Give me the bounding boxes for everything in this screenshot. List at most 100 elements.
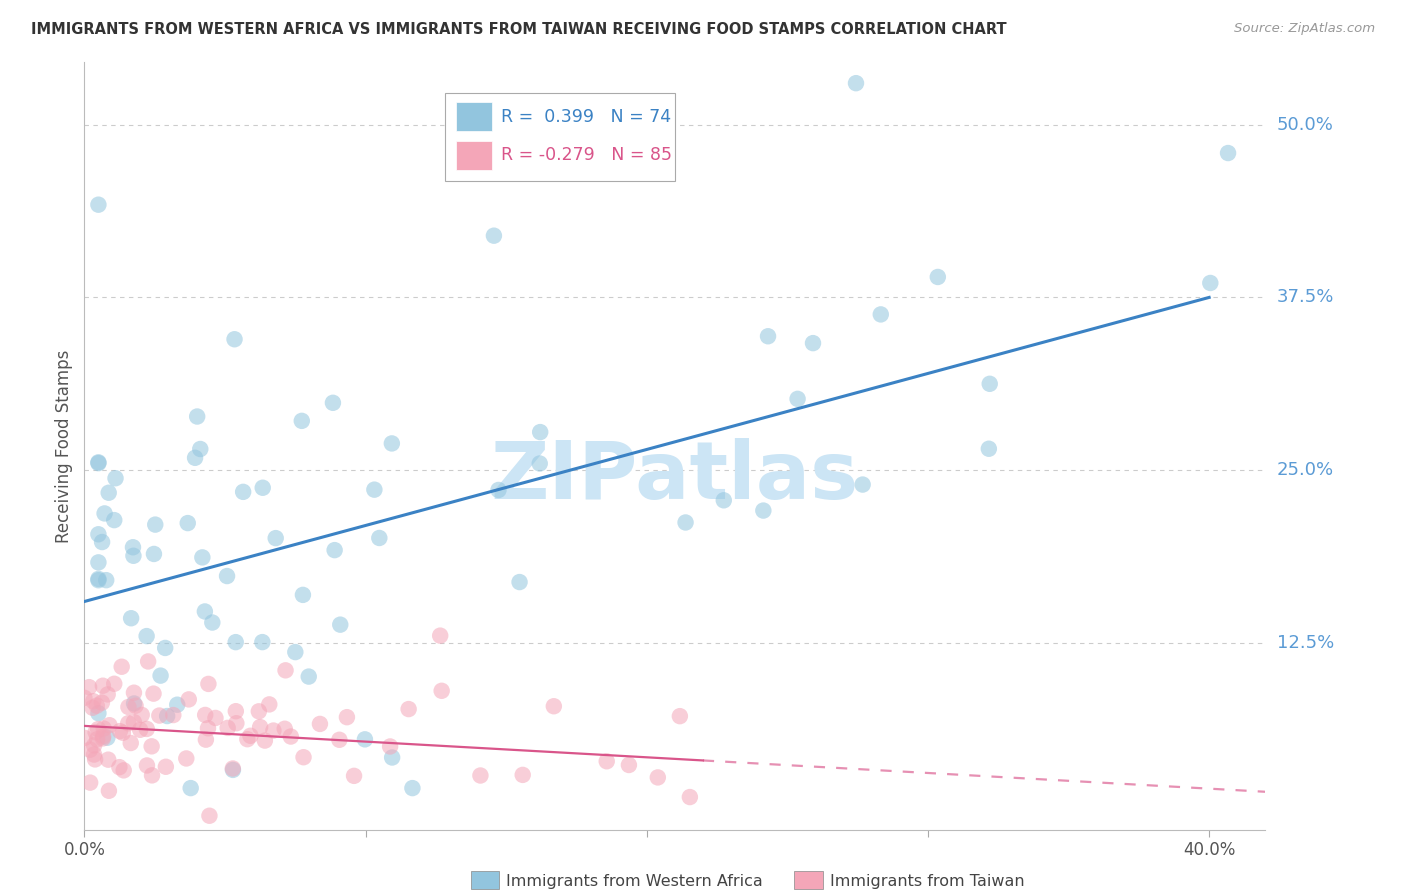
Point [111, 659, 134, 673]
Point [679, 790, 702, 805]
Point [801, 336, 824, 351]
Point [222, 762, 245, 776]
Text: IMMIGRANTS FROM WESTERN AFRICA VS IMMIGRANTS FROM TAIWAN RECEIVING FOOD STAMPS C: IMMIGRANTS FROM WESTERN AFRICA VS IMMIGR… [31, 22, 1007, 37]
Point [122, 697, 145, 711]
Point [79, 742, 101, 756]
Point [87, 572, 110, 586]
Point [73, 690, 96, 705]
Point [97, 687, 120, 701]
Point [143, 517, 166, 532]
Point [713, 493, 735, 508]
Point [166, 698, 188, 712]
Point [97, 485, 120, 500]
Point [845, 76, 868, 90]
Point [752, 503, 775, 517]
Point [292, 750, 315, 764]
Point [93, 722, 115, 736]
Point [262, 723, 284, 738]
Point [274, 722, 297, 736]
Point [122, 715, 145, 730]
Point [87, 555, 110, 569]
Point [979, 376, 1001, 391]
Point [162, 708, 184, 723]
Point [669, 709, 692, 723]
Point [86, 732, 108, 747]
Point [87, 456, 110, 470]
Point [87, 573, 110, 587]
Point [84, 725, 107, 739]
Point [225, 635, 247, 649]
Point [543, 699, 565, 714]
Point [280, 730, 302, 744]
Point [253, 733, 276, 747]
Point [103, 513, 125, 527]
Point [148, 708, 170, 723]
Point [79, 775, 101, 789]
Point [509, 575, 531, 590]
Point [596, 754, 619, 768]
Point [488, 483, 510, 497]
Point [122, 549, 145, 563]
Point [91, 729, 114, 743]
Point [368, 531, 391, 545]
Point [93, 507, 115, 521]
Point [136, 758, 159, 772]
Point [83, 747, 105, 762]
Point [647, 771, 669, 785]
Point [430, 683, 453, 698]
Point [186, 409, 208, 424]
Text: Immigrants from Western Africa: Immigrants from Western Africa [506, 874, 763, 888]
Point [201, 615, 224, 630]
Point [197, 721, 219, 735]
Point [91, 731, 114, 746]
Point [869, 307, 891, 321]
Point [84, 752, 107, 766]
Point [191, 550, 214, 565]
Point [232, 484, 254, 499]
Y-axis label: Receiving Food Stamps: Receiving Food Stamps [55, 350, 73, 542]
Point [96, 731, 118, 745]
Point [188, 442, 211, 456]
Point [217, 721, 239, 735]
Point [97, 784, 120, 798]
Point [135, 722, 157, 736]
Point [259, 698, 281, 712]
Point [298, 670, 321, 684]
Point [87, 527, 110, 541]
Bar [457, 141, 492, 169]
Point [236, 732, 259, 747]
Point [215, 569, 238, 583]
Point [482, 228, 505, 243]
Point [398, 702, 420, 716]
Point [429, 629, 451, 643]
FancyBboxPatch shape [444, 93, 675, 181]
Point [98, 718, 121, 732]
Point [675, 516, 697, 530]
Point [96, 573, 118, 587]
Point [225, 716, 247, 731]
Point [117, 700, 139, 714]
Point [322, 396, 344, 410]
Point [291, 588, 314, 602]
Text: R =  0.399   N = 74: R = 0.399 N = 74 [502, 108, 672, 126]
Point [82, 700, 104, 714]
Point [204, 711, 226, 725]
Point [239, 729, 262, 743]
Point [142, 687, 165, 701]
Point [1199, 276, 1222, 290]
Point [225, 704, 247, 718]
Point [131, 707, 153, 722]
Text: R = -0.279   N = 85: R = -0.279 N = 85 [502, 146, 672, 164]
Point [756, 329, 779, 343]
Point [194, 732, 217, 747]
Point [274, 663, 297, 677]
Point [222, 763, 245, 777]
Point [470, 768, 492, 782]
Point [176, 751, 198, 765]
Text: Immigrants from Taiwan: Immigrants from Taiwan [830, 874, 1024, 888]
Point [112, 764, 135, 778]
Point [82, 694, 104, 708]
Point [141, 768, 163, 782]
Point [329, 617, 352, 632]
Point [529, 457, 551, 471]
